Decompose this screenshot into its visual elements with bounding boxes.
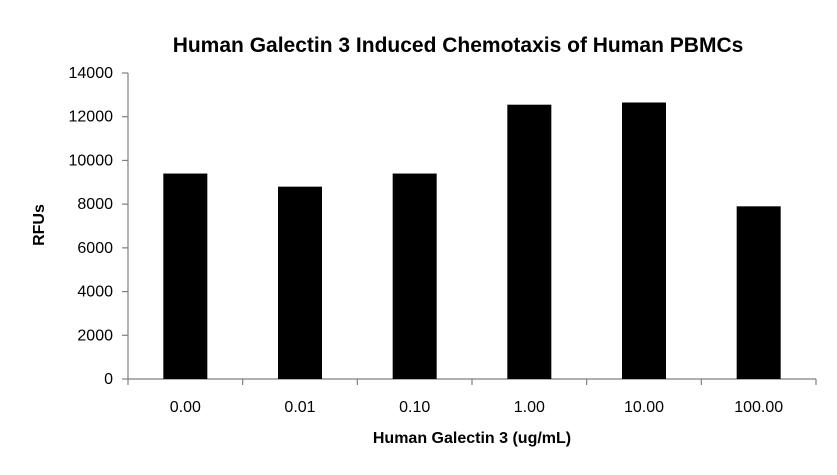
x-tick-label: 100.00 [734,399,783,416]
y-tick-label: 2000 [77,327,113,344]
y-axis-title: RFUs [31,204,48,246]
plot-area: 0 2000 4000 6000 8000 10000 12000 14000 0.00 0.01… [69,65,817,416]
bar [163,173,208,379]
bar [392,173,437,379]
bar [507,104,552,379]
y-tick-label: 10000 [69,152,114,169]
y-tick-label: 12000 [69,109,114,126]
y-tick-label: 8000 [77,196,113,213]
x-tick-label: 0.01 [284,399,315,416]
y-tick-label: 6000 [77,240,113,257]
x-tick-label: 0.10 [399,399,430,416]
x-axis-title: Human Galectin 3 (ug/mL) [373,430,571,447]
bar [622,102,666,379]
chart-title: Human Galectin 3 Induced Chemotaxis of H… [173,34,744,57]
y-tick-label: 4000 [77,284,113,301]
x-tick-label: 1.00 [514,399,545,416]
x-tick-label: 0.00 [170,399,201,416]
bar [736,206,781,379]
y-tick-label: 14000 [69,65,114,82]
y-tick-label: 0 [104,371,113,388]
bar [278,186,322,379]
x-tick-label: 10.00 [624,399,664,416]
